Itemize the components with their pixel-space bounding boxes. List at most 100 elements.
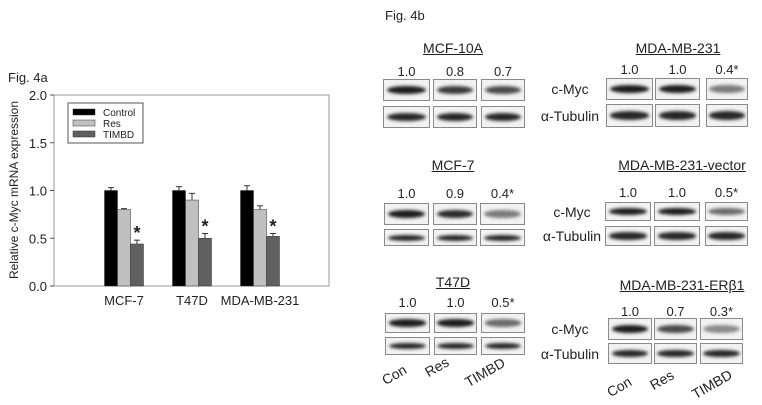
legend-label: TIMBD bbox=[103, 130, 134, 141]
tubulin-lane bbox=[433, 229, 477, 246]
legend-label: Control bbox=[103, 108, 135, 119]
lane-label: Res bbox=[647, 366, 677, 393]
tubulin-lane bbox=[481, 106, 525, 128]
lane-label: Con bbox=[604, 373, 635, 400]
tubulin-band bbox=[484, 113, 522, 121]
band-quantification: 0.8 bbox=[445, 64, 465, 79]
band-quantification: 0.9 bbox=[445, 186, 465, 201]
c-myc-band bbox=[436, 86, 474, 94]
c-myc-lane bbox=[433, 79, 477, 101]
c-myc-band bbox=[388, 319, 427, 327]
lane-label: Con bbox=[379, 361, 410, 388]
figure-4b-label: Fig. 4b bbox=[385, 8, 425, 23]
band-quantification: 0.7 bbox=[666, 304, 685, 319]
bar-control-mcf-7 bbox=[104, 190, 118, 287]
significance-asterisk: * bbox=[133, 223, 140, 243]
tubulin-lane bbox=[434, 337, 477, 355]
y-tick-label: 1.5 bbox=[29, 136, 47, 151]
tubulin-lane bbox=[433, 106, 477, 128]
c-myc-lane bbox=[434, 313, 477, 333]
c-myc-lane bbox=[433, 203, 477, 225]
c-myc-lane bbox=[705, 202, 748, 221]
band-quantification: 0.5* bbox=[714, 185, 739, 200]
row-label-c-myc: c-Myc bbox=[553, 203, 591, 220]
legend-swatch bbox=[72, 130, 96, 138]
significance-asterisk: * bbox=[269, 216, 276, 236]
band-quantification: 1.0 bbox=[618, 185, 638, 200]
bar-res-t47d bbox=[185, 199, 199, 287]
blot-panel-title: MCF-10A bbox=[423, 40, 483, 56]
c-myc-lane bbox=[481, 313, 525, 333]
bar-control-t47d bbox=[172, 190, 186, 287]
tubulin-lane bbox=[654, 343, 697, 364]
tubulin-lane bbox=[608, 343, 652, 364]
row-label-tubulin: α-Tubulin bbox=[542, 228, 602, 244]
band-quantification: 0.4* bbox=[490, 186, 515, 201]
tubulin-band bbox=[388, 342, 427, 350]
band-quantification: 1.0 bbox=[620, 304, 640, 319]
c-myc-band bbox=[483, 210, 522, 218]
tubulin-lane bbox=[655, 104, 700, 127]
band-quantification: 1.0 bbox=[667, 185, 687, 200]
lane-label: TIMBD bbox=[689, 366, 735, 402]
band-quantification: 1.0 bbox=[397, 64, 416, 79]
c-myc-lane bbox=[654, 202, 700, 221]
tubulin-lane bbox=[654, 226, 700, 246]
figure-4a-label: Fig. 4a bbox=[8, 70, 48, 85]
bar-chart: Relative c-Myc mRNA expression 0.0 0.5 1.0… bbox=[7, 88, 330, 308]
c-myc-lane bbox=[606, 78, 653, 100]
band-quantification: 1.0 bbox=[397, 186, 416, 201]
blot-panel-title: MDA-MB-231 bbox=[635, 40, 721, 56]
band-quantification: 0.3* bbox=[709, 304, 734, 319]
c-myc-band bbox=[657, 325, 694, 333]
band-quantification: 1.0 bbox=[668, 62, 687, 77]
tubulin-band bbox=[703, 349, 740, 358]
tubulin-band bbox=[437, 342, 474, 350]
tubulin-band bbox=[611, 349, 649, 358]
c-myc-lane bbox=[383, 79, 430, 101]
x-tick-label: MCF-7 bbox=[104, 293, 144, 308]
y-tick-label: 1.0 bbox=[29, 184, 47, 199]
tubulin-band bbox=[436, 113, 474, 121]
c-myc-band bbox=[611, 325, 649, 333]
bar-timbd-mcf-7 bbox=[130, 243, 144, 287]
c-myc-lane bbox=[480, 203, 525, 225]
x-tick-label: MDA-MB-231 bbox=[221, 293, 300, 308]
c-myc-band bbox=[703, 325, 740, 333]
row-label-tubulin: α-Tubulin bbox=[540, 107, 600, 124]
band-quantification: 1.0 bbox=[446, 295, 465, 310]
tubulin-band bbox=[483, 234, 522, 241]
c-myc-lane bbox=[700, 318, 743, 340]
c-myc-band bbox=[709, 85, 745, 93]
c-myc-band bbox=[708, 208, 745, 215]
legend-swatch bbox=[72, 119, 96, 127]
tubulin-band bbox=[709, 111, 745, 120]
c-myc-lane bbox=[655, 78, 700, 100]
bar-res-mcf-7 bbox=[117, 209, 131, 287]
c-myc-band bbox=[484, 319, 522, 327]
x-tick-label: T47D bbox=[176, 293, 208, 308]
tubulin-lane bbox=[606, 104, 653, 127]
c-myc-band bbox=[484, 86, 522, 94]
band-quantification: 1.0 bbox=[620, 62, 639, 77]
c-myc-lane bbox=[481, 79, 525, 101]
blot-panel-title: MDA-MB-231-vector bbox=[618, 157, 746, 173]
tubulin-band bbox=[387, 234, 426, 241]
lane-label: TIMBD bbox=[462, 354, 508, 390]
tubulin-lane bbox=[384, 229, 429, 246]
band-quantification: 0.5* bbox=[491, 295, 515, 310]
legend-label: Res bbox=[103, 119, 121, 130]
row-label-c-myc: c-Myc bbox=[551, 81, 589, 97]
c-myc-band bbox=[658, 85, 697, 93]
band-quantification: 0.7 bbox=[493, 64, 513, 79]
tubulin-band bbox=[386, 113, 427, 121]
tubulin-band bbox=[658, 111, 697, 120]
c-myc-lane bbox=[706, 78, 748, 100]
tubulin-lane bbox=[383, 106, 430, 128]
tubulin-lane bbox=[706, 104, 748, 127]
tubulin-lane bbox=[700, 343, 743, 364]
legend-swatch bbox=[72, 108, 96, 116]
tubulin-band bbox=[436, 234, 474, 241]
tubulin-lane bbox=[385, 337, 430, 355]
band-quantification: 0.4* bbox=[715, 62, 739, 77]
